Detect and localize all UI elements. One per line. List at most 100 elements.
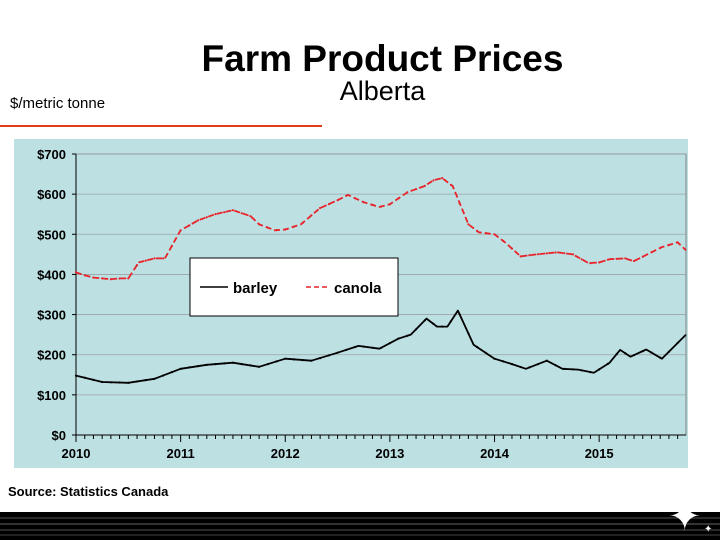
- source-note: Source: Statistics Canada: [8, 484, 169, 499]
- data-point-canola: [153, 257, 156, 260]
- data-point-barley: [476, 345, 479, 349]
- data-point-canola: [310, 214, 313, 217]
- y-axis: $0 $100 $200 $300 $400 $500 $600 $700: [37, 147, 77, 443]
- accent-rule: [0, 125, 322, 127]
- footer-band: [0, 512, 720, 540]
- data-point-canola: [467, 223, 470, 226]
- data-point-canola: [493, 233, 496, 236]
- data-point-canola: [563, 252, 566, 255]
- legend-label-barley: barley: [233, 280, 278, 297]
- data-point-canola: [484, 232, 487, 235]
- data-point-barley: [231, 361, 234, 364]
- x-tick-label: 2013: [375, 446, 404, 461]
- data-point-barley: [214, 363, 217, 366]
- data-point-canola: [284, 228, 287, 231]
- maple-leaf-icon: ✦: [668, 494, 702, 540]
- data-point-barley: [397, 337, 400, 340]
- series-lines: [74, 177, 687, 384]
- data-point-barley: [266, 363, 269, 366]
- data-point-canola: [275, 229, 278, 232]
- data-point-barley: [676, 341, 679, 345]
- data-point-canola: [135, 264, 139, 267]
- data-point-barley: [240, 363, 243, 366]
- data-point-canola: [380, 205, 383, 208]
- y-tick-label: $300: [37, 308, 66, 323]
- data-point-canola: [223, 211, 226, 214]
- data-point-barley: [458, 313, 461, 316]
- data-point-canola: [74, 271, 78, 274]
- data-point-canola: [362, 201, 365, 204]
- data-point-canola: [336, 199, 339, 202]
- data-point-canola: [101, 277, 104, 280]
- data-point-barley: [135, 380, 139, 383]
- data-point-barley: [615, 353, 618, 356]
- data-point-canola: [676, 241, 679, 244]
- data-point-canola: [109, 278, 112, 281]
- data-point-barley: [153, 377, 156, 380]
- maple-leaf-icon: ✦: [655, 486, 666, 501]
- data-point-canola: [598, 261, 601, 264]
- data-point-barley: [415, 328, 418, 331]
- data-point-canola: [397, 197, 400, 200]
- data-point-barley: [563, 367, 566, 370]
- data-point-barley: [371, 346, 374, 349]
- data-point-canola: [188, 224, 191, 227]
- data-point-barley: [423, 319, 426, 322]
- data-point-canola: [554, 251, 557, 254]
- data-point-canola: [641, 255, 644, 258]
- data-point-barley: [388, 342, 391, 345]
- data-point-barley: [170, 371, 173, 374]
- data-point-barley: [258, 365, 261, 368]
- data-point-barley: [528, 366, 531, 369]
- data-point-barley: [606, 362, 610, 365]
- data-point-canola: [162, 257, 165, 260]
- x-tick-label: 2014: [480, 446, 510, 461]
- data-point-canola: [415, 188, 418, 191]
- data-point-barley: [101, 380, 104, 384]
- data-point-barley: [301, 359, 304, 362]
- data-point-canola: [353, 197, 357, 200]
- maple-leaf-icon: ✦: [704, 524, 713, 535]
- data-point-canola: [423, 184, 426, 187]
- data-point-barley: [493, 357, 496, 360]
- y-tick-label: $400: [37, 267, 66, 282]
- data-point-canola: [319, 206, 322, 210]
- data-point-barley: [641, 350, 644, 353]
- data-point-barley: [205, 363, 208, 366]
- data-point-barley: [589, 371, 592, 374]
- data-point-barley: [292, 358, 296, 361]
- data-point-barley: [310, 359, 313, 362]
- data-point-canola: [632, 259, 636, 263]
- data-point-canola: [519, 255, 522, 258]
- data-point-barley: [92, 378, 95, 381]
- data-point-canola: [179, 229, 182, 232]
- x-tick-label: 2011: [167, 446, 195, 461]
- y-tick-label: $500: [37, 227, 66, 242]
- data-point-barley: [284, 357, 287, 360]
- data-point-canola: [231, 209, 234, 212]
- data-point-canola: [667, 243, 671, 247]
- data-point-canola: [170, 244, 173, 247]
- data-point-barley: [484, 351, 487, 354]
- data-point-canola: [432, 179, 435, 182]
- data-point-barley: [327, 354, 330, 357]
- data-point-barley: [127, 381, 130, 384]
- data-point-canola: [197, 219, 200, 222]
- slide-subtitle: Alberta: [339, 76, 426, 106]
- unit-label: $/metric tonne: [10, 95, 106, 112]
- data-point-canola: [258, 223, 261, 226]
- data-point-canola: [144, 259, 147, 262]
- data-point-barley: [659, 356, 662, 359]
- data-point-barley: [632, 354, 636, 357]
- data-point-barley: [650, 351, 653, 354]
- data-point-canola: [301, 221, 304, 224]
- data-point-canola: [266, 226, 269, 229]
- series-line-canola: [75, 177, 687, 281]
- data-point-canola: [388, 203, 391, 206]
- data-point-barley: [197, 365, 200, 368]
- data-point-barley: [353, 345, 357, 349]
- data-point-barley: [162, 374, 165, 377]
- data-point-barley: [598, 368, 601, 371]
- data-point-canola: [659, 246, 662, 250]
